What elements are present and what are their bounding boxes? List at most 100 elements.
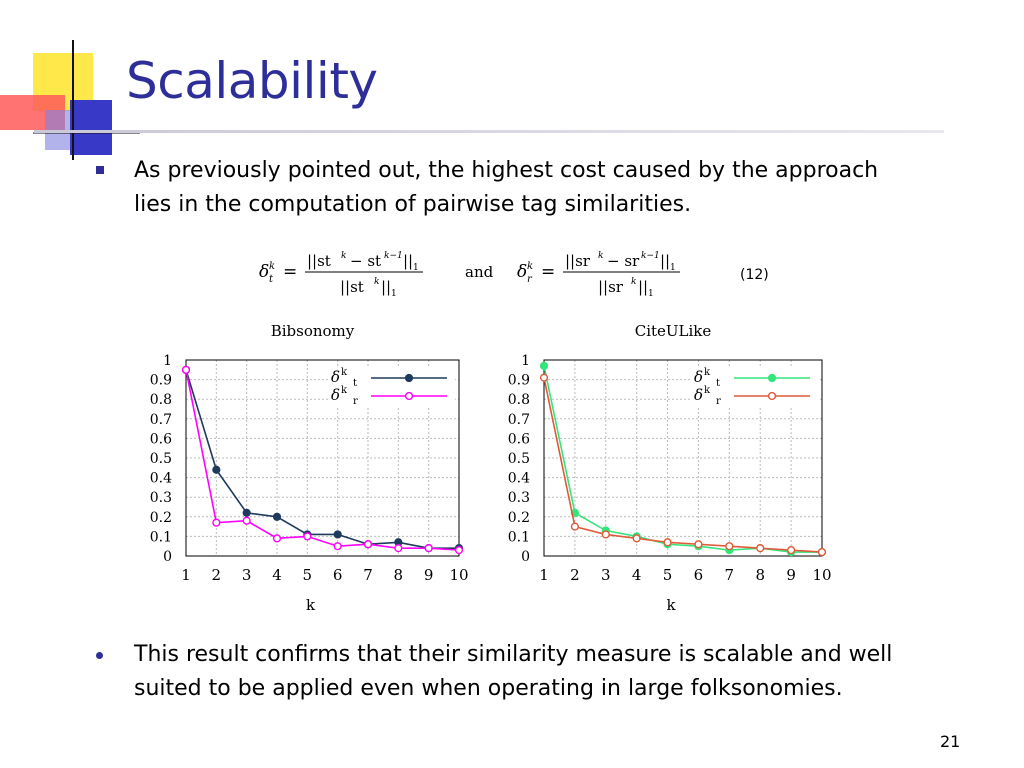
y-tick-label: 0.7 — [508, 412, 530, 428]
legend-marker — [767, 391, 777, 401]
data-point — [333, 542, 342, 551]
title-divider — [34, 130, 944, 133]
y-tick-label: 0.4 — [150, 471, 172, 487]
equation-and-label: and — [465, 263, 494, 281]
x-tick-label: 5 — [663, 566, 673, 584]
plot-frame — [185, 359, 460, 557]
svg-text:||st: ||st — [340, 278, 364, 296]
x-tick-label: 6 — [333, 566, 343, 584]
data-point — [663, 538, 672, 547]
x-tick-label: 4 — [632, 566, 642, 584]
chart-title: CiteULike — [635, 322, 712, 340]
data-point — [694, 540, 703, 549]
svg-text:1: 1 — [413, 263, 419, 273]
svg-text:1: 1 — [391, 289, 397, 299]
data-point — [725, 542, 734, 551]
y-tick-label: 0.3 — [508, 490, 530, 506]
svg-text:k: k — [341, 251, 346, 261]
plot-frame — [543, 359, 823, 557]
x-tick-label: 6 — [694, 566, 704, 584]
x-tick-label: 3 — [601, 566, 611, 584]
svg-text:k−1: k−1 — [641, 251, 660, 261]
data-point — [212, 465, 221, 474]
legend-label: δ — [331, 386, 340, 404]
svg-text:δ: δ — [259, 262, 269, 282]
y-tick-label: 0.2 — [508, 510, 530, 526]
data-point — [272, 534, 282, 543]
legend-marker — [404, 391, 414, 401]
svg-text:k: k — [527, 261, 533, 272]
y-tick-label: 0.2 — [150, 510, 172, 526]
svg-text:1: 1 — [648, 289, 654, 299]
legend-label-sup: k — [704, 385, 711, 396]
bullet-text: This result confirms that their similari… — [134, 642, 893, 701]
series-line — [543, 377, 823, 553]
data-point — [181, 365, 191, 374]
x-tick-label: 10 — [449, 566, 468, 584]
x-axis-label: k — [306, 596, 316, 614]
equation-number: (12) — [740, 267, 769, 283]
data-point — [539, 373, 549, 382]
svg-text:||sr: ||sr — [565, 252, 591, 270]
round-bullet-icon — [96, 652, 103, 659]
svg-text:=: = — [541, 262, 555, 282]
y-tick-label: 0.1 — [508, 529, 530, 545]
x-tick-label: 2 — [212, 566, 222, 584]
y-tick-label: 1 — [163, 353, 172, 369]
y-tick-label: 0.8 — [508, 392, 530, 408]
x-tick-label: 3 — [242, 566, 252, 584]
y-tick-label: 0.6 — [150, 431, 172, 447]
y-tick-label: 1 — [521, 353, 530, 369]
y-tick-label: 0.1 — [150, 529, 172, 545]
legend-label: δ — [331, 368, 340, 386]
data-point — [333, 530, 342, 539]
y-tick-label: 0 — [163, 549, 172, 565]
data-point — [601, 530, 610, 539]
x-tick-label: 9 — [424, 566, 434, 584]
x-tick-label: 10 — [812, 566, 831, 584]
svg-text:δ: δ — [517, 262, 527, 282]
y-tick-label: 0.8 — [150, 392, 172, 408]
x-axis-label: k — [666, 596, 676, 614]
bullet-item-2: This result confirms that their similari… — [96, 638, 956, 706]
bullet-text: As previously pointed out, the highest c… — [134, 158, 879, 217]
y-tick-label: 0.3 — [150, 490, 172, 506]
page-number: 21 — [940, 732, 961, 751]
series-line — [185, 369, 460, 551]
legend-label-sub: t — [716, 378, 720, 389]
x-tick-label: 2 — [570, 566, 580, 584]
svg-text:1: 1 — [670, 263, 676, 273]
svg-text:k: k — [374, 277, 379, 287]
y-tick-label: 0.7 — [150, 412, 172, 428]
legend-box — [692, 366, 818, 406]
data-point — [787, 546, 796, 555]
legend-label-sub: r — [716, 396, 721, 407]
data-point — [212, 518, 221, 527]
svg-text:k: k — [598, 251, 603, 261]
data-point — [272, 512, 282, 521]
equation: δ k t = ||st k − st k−1 || 1 ||st k || 1… — [259, 251, 680, 299]
data-point — [756, 544, 765, 553]
x-tick-label: 4 — [272, 566, 282, 584]
svg-text:||st: ||st — [307, 252, 331, 270]
data-point — [242, 516, 251, 525]
x-tick-label: 5 — [303, 566, 313, 584]
data-point — [539, 361, 549, 370]
y-tick-label: 0.9 — [508, 373, 530, 389]
y-tick-label: 0.4 — [508, 471, 530, 487]
data-point — [363, 540, 373, 549]
svg-text:k: k — [269, 261, 275, 272]
data-point — [394, 544, 403, 553]
svg-text:||: || — [660, 252, 670, 270]
legend-label: δ — [694, 386, 703, 404]
svg-text:||: || — [381, 278, 391, 296]
y-tick-label: 0.5 — [508, 451, 530, 467]
decorative-corner-squares — [0, 40, 140, 160]
x-tick-label: 1 — [539, 566, 549, 584]
svg-text:− st: − st — [350, 252, 381, 270]
y-tick-label: 0.9 — [150, 373, 172, 389]
legend-label-sup: k — [341, 385, 348, 396]
slide-title: Scalability — [126, 52, 378, 110]
bullet-item-1: As previously pointed out, the highest c… — [96, 154, 916, 222]
data-point — [817, 547, 827, 557]
